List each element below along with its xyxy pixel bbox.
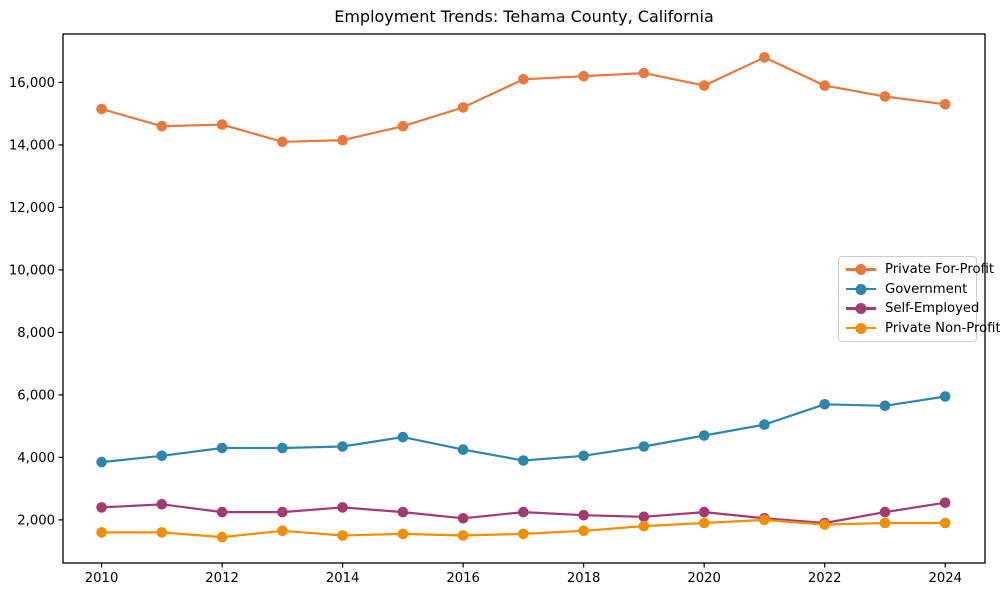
plot-border [62, 33, 986, 564]
data-point-private-for-profit-2023 [879, 91, 891, 102]
data-point-private-non-profit-2021 [759, 514, 770, 526]
data-point-private-non-profit-2020 [698, 517, 710, 529]
data-point-private-non-profit-2015 [397, 528, 409, 540]
data-point-self-employed-2015 [397, 506, 409, 518]
data-point-private-non-profit-2012 [216, 531, 228, 543]
x-tick-label: 2016 [446, 571, 480, 586]
legend-item-government: Government [846, 280, 972, 298]
x-tick-label: 2018 [567, 571, 601, 586]
data-point-private-for-profit-2012 [216, 119, 228, 130]
legend: Private For-Profit Government Self-Emplo… [838, 256, 1000, 342]
data-point-private-for-profit-2016 [457, 102, 469, 113]
legend-marker-icon [846, 264, 876, 276]
data-point-government-2015 [397, 431, 409, 443]
x-tick-label: 2024 [928, 571, 962, 586]
data-point-private-for-profit-2013 [277, 136, 288, 148]
data-point-private-non-profit-2016 [457, 530, 469, 541]
data-point-government-2019 [638, 441, 650, 452]
legend-marker-icon [846, 322, 876, 334]
data-point-private-for-profit-2018 [578, 70, 589, 82]
y-tick-label: 4,000 [17, 451, 55, 466]
data-point-government-2012 [216, 442, 228, 454]
x-tick-label: 2012 [205, 571, 239, 586]
data-point-private-for-profit-2014 [337, 134, 348, 146]
data-point-self-employed-2016 [457, 513, 469, 524]
data-point-self-employed-2020 [698, 506, 710, 518]
data-point-private-for-profit-2024 [939, 99, 951, 110]
y-tick-label: 10,000 [9, 264, 55, 279]
y-tick-label: 8,000 [17, 326, 55, 341]
series-line-government [100, 395, 947, 464]
x-tick-label: 2022 [808, 571, 842, 586]
y-tick-label: 12,000 [9, 201, 55, 216]
data-point-private-for-profit-2015 [397, 120, 409, 132]
data-point-self-employed-2019 [638, 511, 650, 523]
data-point-government-2017 [518, 455, 529, 466]
legend-label: Private Non-Profit [885, 320, 1000, 336]
y-tick-label: 2,000 [17, 513, 55, 528]
data-point-private-non-profit-2022 [819, 519, 830, 530]
data-point-private-for-profit-2011 [156, 120, 168, 132]
data-point-government-2023 [879, 400, 891, 412]
data-point-government-2011 [156, 450, 168, 462]
data-point-self-employed-2011 [156, 499, 168, 510]
legend-item-self-employed: Self-Employed [846, 300, 979, 318]
data-point-government-2022 [819, 399, 830, 410]
data-point-private-non-profit-2011 [156, 527, 168, 538]
data-point-self-employed-2012 [216, 506, 228, 518]
legend-label: Private For-Profit [885, 262, 995, 278]
legend-label: Self-Employed [885, 301, 980, 317]
data-point-private-non-profit-2010 [96, 527, 107, 538]
data-point-government-2016 [457, 444, 469, 455]
legend-item-private-non-profit: Private Non-Profit [846, 319, 1000, 337]
data-point-government-2010 [96, 456, 107, 468]
data-point-government-2020 [698, 430, 710, 441]
x-tick-label: 2010 [85, 571, 119, 586]
x-tick-label: 2014 [326, 571, 360, 586]
data-point-private-non-profit-2014 [337, 530, 348, 541]
data-point-government-2024 [939, 391, 951, 402]
y-tick-label: 16,000 [9, 76, 55, 91]
legend-marker-icon [846, 303, 876, 315]
data-point-self-employed-2018 [578, 509, 589, 521]
data-point-self-employed-2014 [337, 502, 348, 513]
data-point-private-non-profit-2017 [518, 528, 529, 540]
data-point-private-for-profit-2021 [759, 52, 770, 63]
y-tick-label: 6,000 [17, 388, 55, 403]
chart-title: Employment Trends: Tehama County, Califo… [334, 7, 714, 26]
data-point-self-employed-2023 [879, 506, 891, 518]
data-point-private-for-profit-2010 [96, 103, 107, 115]
legend-marker-icon [846, 283, 876, 295]
data-point-self-employed-2010 [96, 502, 107, 513]
legend-label: Government [885, 281, 968, 297]
data-point-private-non-profit-2019 [638, 520, 650, 532]
data-point-private-non-profit-2023 [879, 517, 891, 529]
data-point-government-2013 [277, 442, 288, 454]
y-tick-label: 14,000 [9, 139, 55, 154]
data-point-private-non-profit-2018 [578, 525, 589, 537]
data-point-government-2014 [337, 441, 348, 452]
data-point-self-employed-2017 [518, 506, 529, 518]
data-point-private-non-profit-2024 [939, 517, 951, 529]
series-line-private-for-profit [100, 56, 947, 143]
data-point-self-employed-2013 [277, 506, 288, 518]
data-point-private-non-profit-2013 [277, 525, 288, 537]
x-tick-label: 2020 [687, 571, 721, 586]
data-point-self-employed-2024 [939, 497, 951, 509]
data-point-private-for-profit-2020 [698, 80, 710, 91]
data-point-government-2018 [578, 450, 589, 462]
data-point-private-for-profit-2022 [819, 80, 830, 91]
legend-item-private-for-profit: Private For-Profit [846, 261, 994, 279]
data-point-private-for-profit-2019 [638, 67, 650, 79]
data-point-government-2021 [759, 419, 770, 430]
data-point-private-for-profit-2017 [518, 74, 529, 85]
